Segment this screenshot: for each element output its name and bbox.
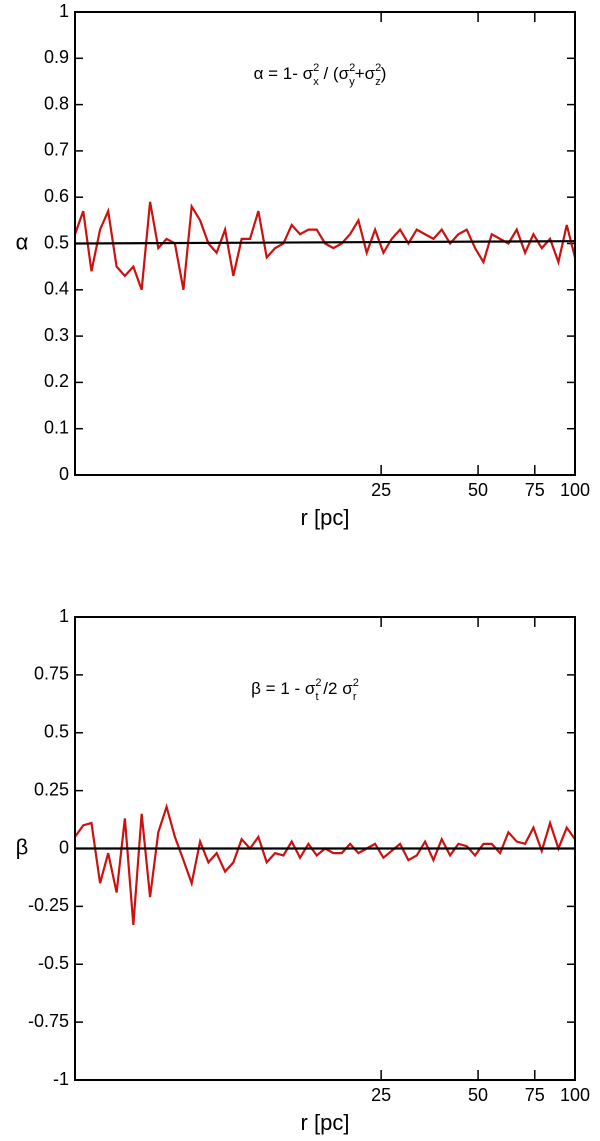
y-axis-label: β <box>16 834 29 859</box>
annotation-part: β = 1 - σ <box>251 679 316 698</box>
y-tick-label: 0.8 <box>44 93 69 113</box>
annotation-part: +σ <box>355 64 376 83</box>
y-tick-label: 0.5 <box>44 722 69 742</box>
y-tick-label: 0 <box>59 464 69 484</box>
annotation-part: 2 <box>315 677 321 689</box>
y-axis-label: α <box>16 229 29 254</box>
plot-frame <box>74 11 576 476</box>
x-tick-label: 100 <box>560 1085 590 1105</box>
y-tick-label: -1 <box>53 1069 69 1089</box>
y-tick-label: 0.25 <box>34 779 69 799</box>
x-tick-label: 25 <box>371 480 391 500</box>
annotation: α = 1- σ2 x / (σ2 y+σ2 z) <box>254 62 387 88</box>
y-tick-label: 0.3 <box>44 325 69 345</box>
data-line <box>74 803 576 925</box>
y-tick-label: 0.2 <box>44 371 69 391</box>
annotation-part: ) <box>381 64 387 83</box>
annotation-part: x <box>313 76 319 88</box>
y-tick-label: -0.5 <box>38 953 69 973</box>
annotation: β = 1 - σ2 t /2 σ2 r <box>251 677 359 703</box>
annotation-part: 2 <box>375 62 381 74</box>
y-tick-label: 0.4 <box>44 279 69 299</box>
y-tick-label: 0.9 <box>44 47 69 67</box>
x-tick-label: 25 <box>371 1085 391 1105</box>
annotation-part: y <box>349 76 355 88</box>
y-tick-label: 0.75 <box>34 664 69 684</box>
annotation-part: / (σ <box>319 64 350 83</box>
x-tick-label: 75 <box>525 480 545 500</box>
x-tick-label: 100 <box>560 480 590 500</box>
annotation-part: /2 σ <box>319 679 354 698</box>
annotation-part: r <box>353 691 357 703</box>
y-tick-label: 0.1 <box>44 417 69 437</box>
plot-frame <box>74 616 576 1081</box>
annotation-part: 2 <box>353 677 359 689</box>
y-tick-label: -0.75 <box>28 1011 69 1031</box>
y-tick-label: 0.6 <box>44 186 69 206</box>
y-tick-label: 0.7 <box>44 140 69 160</box>
annotation-part: 2 <box>349 62 355 74</box>
y-tick-label: 0.5 <box>44 232 69 252</box>
x-tick-label: 75 <box>525 1085 545 1105</box>
annotation-part: z <box>375 76 381 88</box>
y-tick-label: 0 <box>59 837 69 857</box>
y-tick-label: 1 <box>59 1 69 21</box>
y-tick-label: 1 <box>59 606 69 626</box>
annotation-part: 2 <box>313 62 319 74</box>
annotation-part: α = 1- σ <box>254 64 314 83</box>
data-line <box>73 201 577 291</box>
annotation-part: t <box>316 691 319 703</box>
x-axis-label: r [pc] <box>301 1110 350 1135</box>
y-tick-label: -0.25 <box>28 895 69 915</box>
x-tick-label: 50 <box>468 1085 488 1105</box>
x-tick-label: 50 <box>468 480 488 500</box>
data-line <box>74 240 576 245</box>
x-axis-label: r [pc] <box>301 505 350 530</box>
